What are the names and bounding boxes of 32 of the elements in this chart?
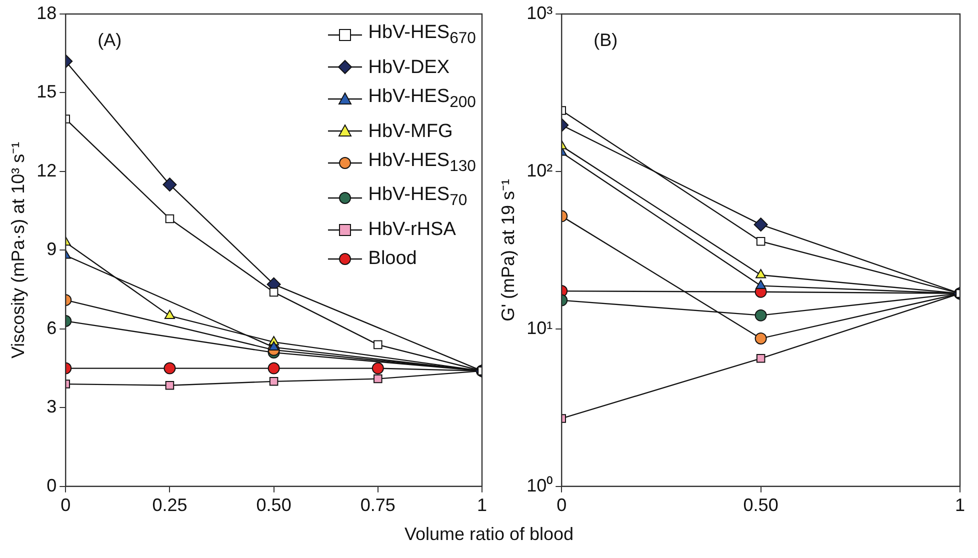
y-tick-label: 10³	[526, 2, 553, 23]
legend-label: HbV-HES$_{200}$	[368, 84, 476, 113]
x-tick-label: 0.25	[152, 495, 188, 516]
legend-label: HbV-HES$_{70}$	[368, 183, 468, 212]
annotation: (B)	[594, 30, 618, 50]
y-tick-label: 15	[36, 82, 57, 102]
y-tick-label: 12	[36, 160, 57, 180]
x-tick-label: 0	[60, 495, 71, 516]
x-tick-label: 1	[954, 495, 966, 516]
annotation: (A)	[98, 30, 122, 50]
x-axis-title: Volume ratio of blood	[403, 524, 575, 545]
y-axis-title: Viscosity (mPa·s) at 10³ s⁻¹	[8, 142, 28, 359]
legend-label: HbV-HES$_{130}$	[368, 148, 476, 176]
x-tick-label: 0.50	[743, 495, 778, 516]
y-tick-label: 10²	[526, 160, 553, 180]
legend-label: HbV-rHSA	[368, 218, 456, 242]
y-tick-label: 6	[46, 318, 57, 338]
legend-label: HbV-MFG	[368, 120, 453, 144]
x-tick-label: 0.75	[360, 495, 396, 516]
y-axis-title: G' (mPa) at 19 s⁻¹	[498, 178, 518, 322]
x-tick-label: 0	[556, 495, 567, 516]
y-tick-label: 18	[36, 2, 57, 23]
y-tick-label: 0	[46, 475, 57, 496]
y-tick-label: 10¹	[526, 318, 553, 338]
y-tick-label: 3	[46, 396, 57, 417]
legend-label: HbV-HES$_{670}$	[368, 21, 476, 49]
y-tick-label: 9	[46, 239, 57, 260]
x-tick-label: 1	[476, 495, 487, 516]
x-tick-label: 0.50	[256, 495, 292, 516]
y-tick-label: 10⁰	[526, 475, 553, 496]
legend-label: Blood	[368, 247, 417, 272]
legend-label: HbV-DEX	[368, 56, 450, 80]
